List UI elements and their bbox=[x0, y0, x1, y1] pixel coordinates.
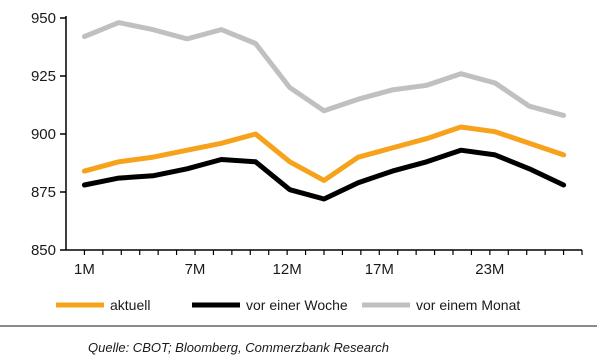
y-tick-label: 875 bbox=[31, 184, 56, 201]
y-tick-label: 850 bbox=[31, 242, 56, 259]
legend-label: vor einer Woche bbox=[246, 297, 348, 313]
series-layer bbox=[81, 20, 567, 202]
legend-label: vor einem Monat bbox=[416, 297, 520, 313]
x-tick-label: 12M bbox=[273, 261, 302, 278]
legend-label: aktuell bbox=[110, 297, 150, 313]
x-tick-label: 23M bbox=[475, 261, 504, 278]
series-line-vor-einer-woche bbox=[81, 147, 567, 202]
legend: aktuell vor einer Woche vor einem Monat bbox=[56, 297, 520, 313]
y-tick-label: 950 bbox=[31, 10, 56, 27]
x-tick-label: 1M bbox=[74, 261, 95, 278]
x-tick-label: 7M bbox=[185, 261, 206, 278]
x-axis: 1M 7M 12M 17M 23M bbox=[66, 249, 583, 278]
x-tick-label: 17M bbox=[365, 261, 394, 278]
y-tick-label: 925 bbox=[31, 68, 56, 85]
y-axis: 850 875 900 925 950 bbox=[31, 10, 67, 259]
source-text: Quelle: CBOT; Bloomberg, Commerzbank Res… bbox=[88, 340, 389, 355]
series-line-aktuell bbox=[81, 124, 567, 183]
y-tick-label: 900 bbox=[31, 126, 56, 143]
series-line-vor-einem-monat bbox=[81, 20, 567, 118]
